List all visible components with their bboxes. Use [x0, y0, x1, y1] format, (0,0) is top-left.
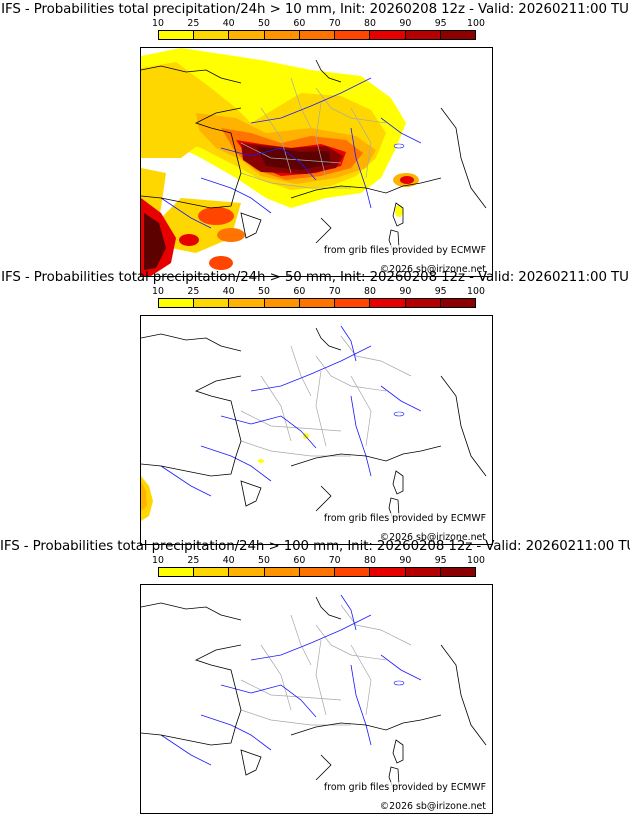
precip-map: from grib files provided by ECMWF ©2026 … [140, 584, 493, 814]
colorbar-tick-label: 90 [399, 18, 412, 29]
colorbar-segment [264, 299, 300, 307]
colorbar-segment [405, 568, 441, 576]
colorbar-tick-label: 25 [187, 286, 200, 297]
colorbar-labels: 10 25 40 50 60 70 80 90 95 100 [152, 18, 485, 30]
country-borders [240, 335, 412, 457]
colorbar-segment [335, 299, 371, 307]
colorbar-tick-label: 40 [222, 286, 235, 297]
colorbar-tick-label: 25 [187, 18, 200, 29]
colorbar-segment [229, 31, 265, 39]
map-svg [141, 48, 487, 276]
lakes [393, 680, 405, 686]
colorbar-labels: 10 25 40 50 60 70 80 90 95 100 [152, 555, 485, 567]
colorbar-segment [159, 568, 195, 576]
colorbar-tick-label: 50 [258, 18, 270, 29]
colorbar-labels: 10 25 40 50 60 70 80 90 95 100 [152, 286, 485, 298]
coastline [141, 327, 487, 520]
rivers [160, 325, 422, 497]
colorbar-tick-label: 100 [467, 555, 485, 566]
colorbar [158, 567, 476, 577]
colorbar-segment [159, 299, 195, 307]
colorbar-tick-label: 95 [434, 555, 447, 566]
colorbar-segment [440, 31, 475, 39]
colorbar-tick-label: 10 [152, 555, 164, 566]
colorbar-segment [440, 568, 475, 576]
colorbar-tick-label: 40 [222, 18, 235, 29]
panel-title: IFS - Probabilities total precipitation/… [1, 270, 629, 285]
colorbar-tick-label: 50 [258, 286, 270, 297]
colorbar-tick-label: 25 [187, 555, 200, 566]
precip-overlay [141, 48, 419, 276]
precip-overlay [141, 433, 309, 521]
colorbar-segment [370, 31, 406, 39]
colorbar [158, 298, 476, 308]
colorbar-segment [370, 568, 406, 576]
colorbar-segment [194, 299, 230, 307]
map-panel-50mm: IFS - Probabilities total precipitation/… [0, 268, 630, 545]
colorbar-segment [335, 568, 371, 576]
panel-title: IFS - Probabilities total precipitation/… [0, 539, 630, 554]
source-credit: from grib files provided by ECMWF [323, 513, 486, 524]
colorbar-tick-label: 60 [293, 18, 306, 29]
lakes [393, 143, 405, 149]
colorbar-segment [159, 31, 195, 39]
colorbar-segment [229, 299, 265, 307]
colorbar-tick-label: 70 [328, 286, 341, 297]
colorbar-tick-label: 90 [399, 555, 412, 566]
colorbar-tick-label: 10 [152, 18, 164, 29]
copyright-credit: ©2026 sb@irizone.net [379, 532, 486, 543]
colorbar-tick-label: 100 [467, 286, 485, 297]
colorbar-tick-label: 40 [222, 555, 235, 566]
precip-map: from grib files provided by ECMWF ©2026 … [140, 47, 493, 277]
colorbar-segment [299, 299, 336, 307]
colorbar-segment [405, 299, 441, 307]
colorbar-tick-label: 70 [328, 18, 341, 29]
colorbar-segment [370, 299, 406, 307]
lakes [393, 411, 405, 417]
colorbar-segment [194, 568, 230, 576]
colorbar-segment [264, 568, 300, 576]
map-panel-100mm: IFS - Probabilities total precipitation/… [0, 537, 630, 814]
panel-title: IFS - Probabilities total precipitation/… [1, 2, 629, 17]
copyright-credit: ©2026 sb@irizone.net [379, 801, 486, 812]
colorbar-segment [440, 299, 475, 307]
colorbar-segment [264, 31, 300, 39]
colorbar-segment [405, 31, 441, 39]
country-borders [240, 604, 412, 726]
colorbar-segment [299, 568, 336, 576]
country-borders [240, 77, 387, 189]
map-svg [141, 325, 487, 521]
colorbar-segment [299, 31, 336, 39]
colorbar-tick-label: 100 [467, 18, 485, 29]
source-credit: from grib files provided by ECMWF [323, 782, 486, 793]
colorbar-tick-label: 10 [152, 286, 164, 297]
colorbar [158, 30, 476, 40]
colorbar-tick-label: 95 [434, 18, 447, 29]
coastline [141, 596, 487, 789]
colorbar-tick-label: 80 [364, 18, 376, 29]
colorbar-tick-label: 80 [364, 286, 376, 297]
colorbar-tick-label: 90 [399, 286, 412, 297]
colorbar-tick-label: 95 [434, 286, 447, 297]
colorbar-segment [229, 568, 265, 576]
colorbar-tick-label: 80 [364, 555, 376, 566]
colorbar-tick-label: 50 [258, 555, 270, 566]
colorbar-segment [194, 31, 230, 39]
colorbar-tick-label: 60 [293, 555, 306, 566]
colorbar-tick-label: 60 [293, 286, 306, 297]
rivers [160, 77, 422, 229]
source-credit: from grib files provided by ECMWF [323, 245, 486, 256]
map-panel-10mm: IFS - Probabilities total precipitation/… [0, 0, 630, 277]
colorbar-segment [335, 31, 371, 39]
colorbar-tick-label: 70 [328, 555, 341, 566]
rivers [160, 594, 422, 766]
precip-map: from grib files provided by ECMWF ©2026 … [140, 315, 493, 545]
copyright-credit: ©2026 sb@irizone.net [379, 264, 486, 275]
map-svg [141, 594, 487, 789]
